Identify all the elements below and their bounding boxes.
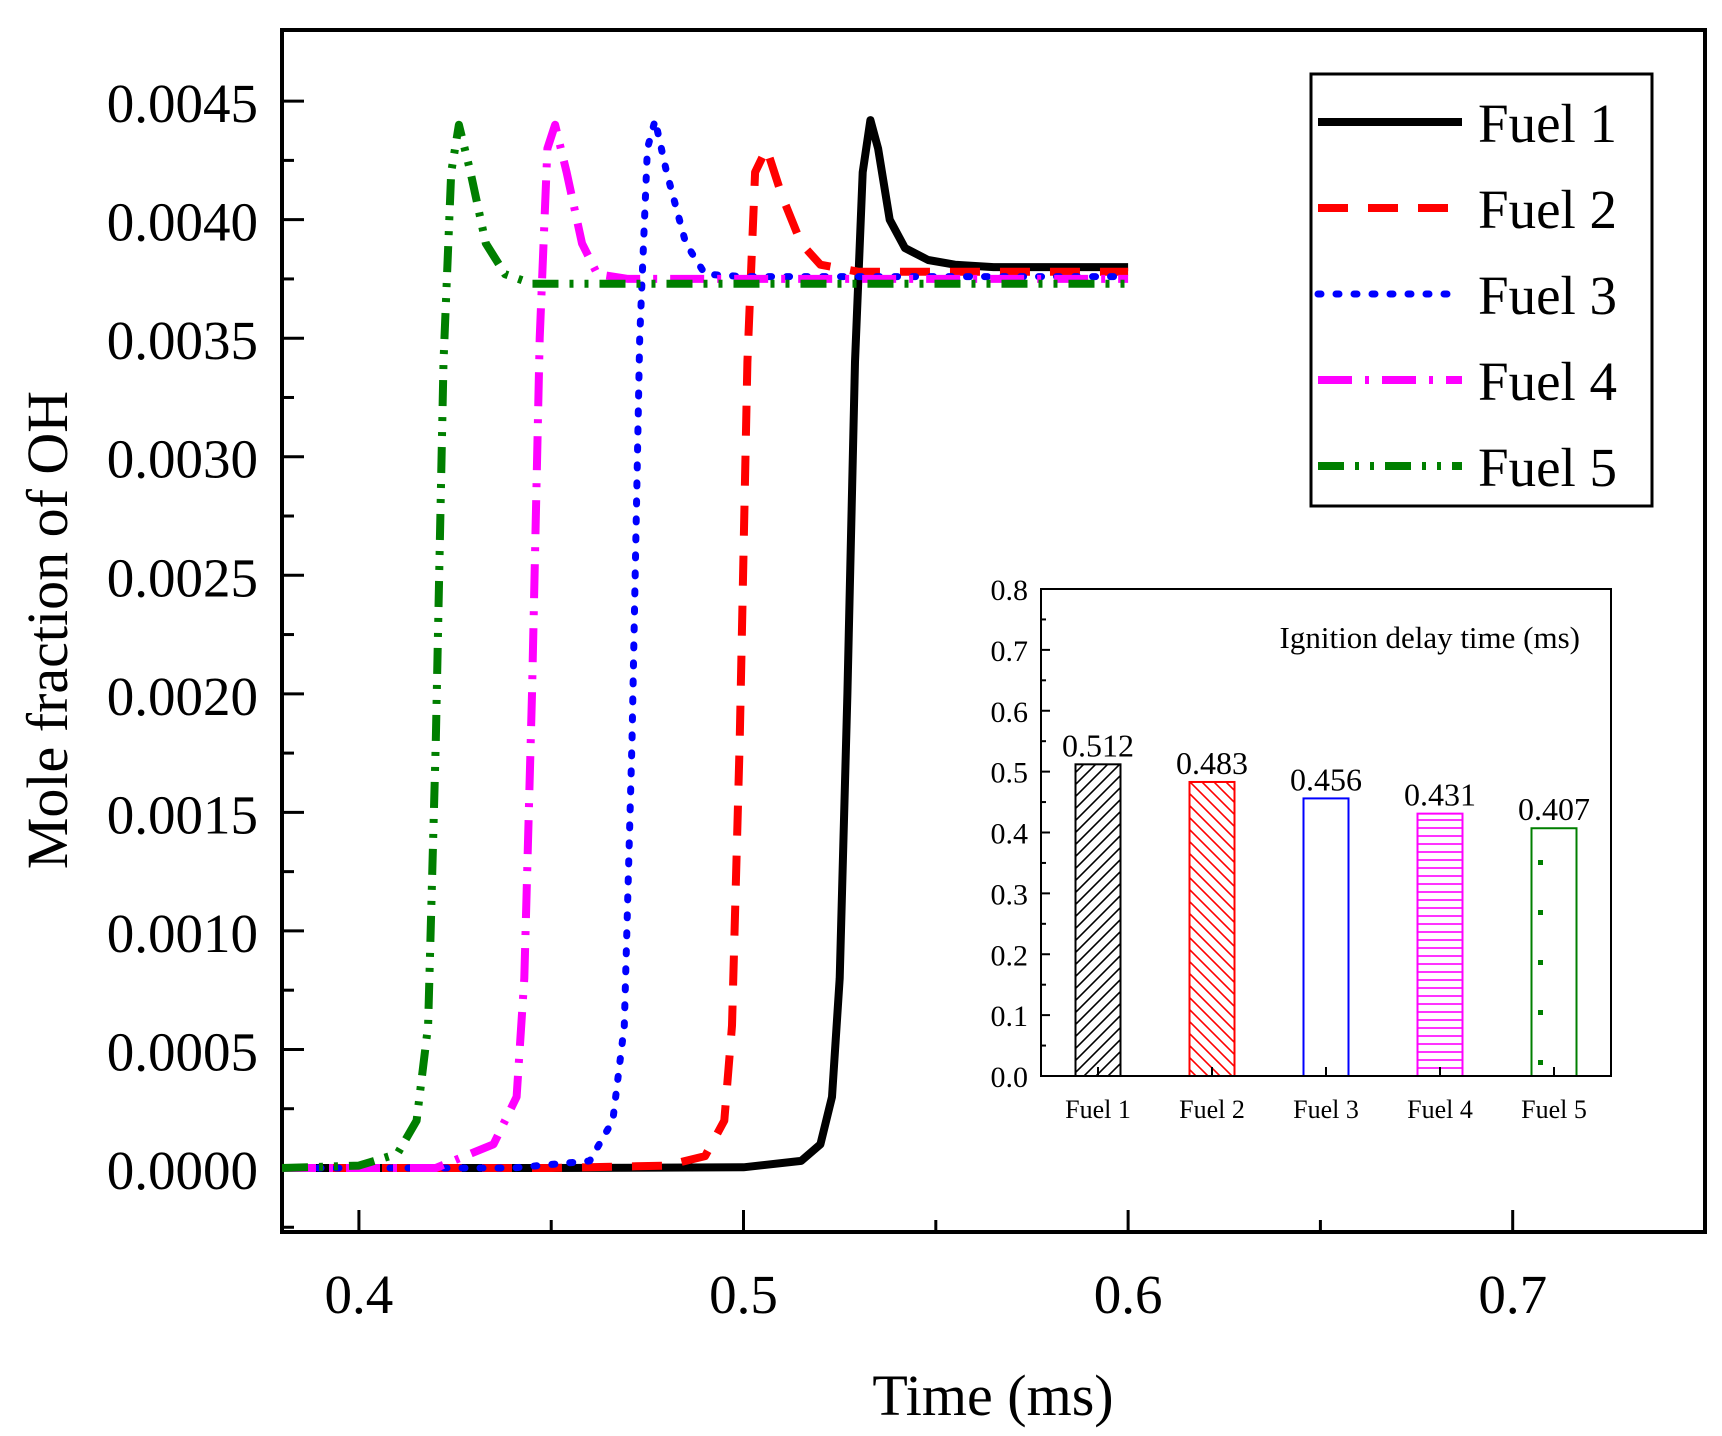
y-tick-label: 0.0025 xyxy=(107,547,258,608)
inset-y-tick-label: 0.1 xyxy=(991,1000,1029,1033)
inset-y-tick-label: 0.2 xyxy=(991,939,1029,972)
y-tick-label: 0.0015 xyxy=(107,784,258,845)
y-tick-label: 0.0035 xyxy=(107,310,258,371)
inset-bar-fuel-4 xyxy=(1416,812,1464,1077)
y-tick-labels: 0.0000 0.0005 0.0010 0.0015 0.0020 0.0025 0.00… xyxy=(107,73,258,1201)
inset-category-label: Fuel 1 xyxy=(1065,1095,1131,1124)
x-tick-labels: 0.4 0.5 0.6 0.7 xyxy=(325,1264,1548,1325)
series-line-fuel-4 xyxy=(282,120,1129,1172)
inset-tick-marks xyxy=(1041,588,1555,1077)
legend-label-fuel-2: Fuel 2 xyxy=(1478,179,1617,240)
legend-box xyxy=(1309,72,1654,508)
inset-y-tick-label: 0.0 xyxy=(991,1061,1029,1094)
inset-bars xyxy=(1074,763,1578,1078)
series-line-fuel-1 xyxy=(282,116,1129,1172)
inset-value-label: 0.483 xyxy=(1176,745,1248,781)
inset-bar-fuel-1 xyxy=(1074,763,1122,1077)
y-tick-label: 0.0040 xyxy=(107,192,258,253)
legend-label-fuel-3: Fuel 3 xyxy=(1478,265,1617,326)
inset-value-label: 0.431 xyxy=(1404,777,1476,813)
series-lines xyxy=(282,116,1132,1172)
series-line-fuel-3 xyxy=(282,116,1132,1172)
inset-value-label: 0.456 xyxy=(1290,761,1362,797)
x-tick-label: 0.7 xyxy=(1478,1264,1547,1325)
inset-value-labels: 0.512 0.483 0.456 0.431 0.407 xyxy=(1062,727,1590,827)
inset-value-label: 0.407 xyxy=(1518,791,1590,827)
y-axis-label: Mole fraction of OH xyxy=(15,391,80,869)
inset-bar-fuel-5 xyxy=(1530,827,1578,1078)
legend: Fuel 1 Fuel 2 Fuel 3 Fuel 4 Fuel 5 xyxy=(1309,72,1654,508)
y-tick-label: 0.0030 xyxy=(107,429,258,490)
inset-category-label: Fuel 2 xyxy=(1179,1095,1245,1124)
inset-y-tick-label: 0.3 xyxy=(991,878,1029,911)
y-tick-label: 0.0045 xyxy=(107,73,258,134)
inset-chart: 0.0 0.1 0.2 0.3 0.4 0.5 0.6 0.7 0.8 Fuel 1 Fuel 2… xyxy=(991,574,1612,1124)
y-tick-label: 0.0020 xyxy=(107,666,258,727)
legend-label-fuel-5: Fuel 5 xyxy=(1478,437,1617,498)
x-tick-label: 0.6 xyxy=(1094,1264,1163,1325)
main-chart: 0.00000.00050.00100.00150.00200.00250.00… xyxy=(15,28,1707,1428)
y-tick-label: 0.0000 xyxy=(107,1140,258,1201)
inset-y-tick-label: 0.4 xyxy=(991,818,1029,851)
inset-y-tick-labels: 0.0 0.1 0.2 0.3 0.4 0.5 0.6 0.7 0.8 xyxy=(991,574,1029,1094)
x-tick-label: 0.5 xyxy=(709,1264,778,1325)
series-line-fuel-2 xyxy=(282,144,1129,1172)
inset-y-tick-label: 0.7 xyxy=(991,635,1029,668)
x-tick-label: 0.4 xyxy=(325,1264,394,1325)
x-axis-label: Time (ms) xyxy=(872,1363,1113,1428)
tick-marks xyxy=(282,99,1515,1232)
inset-y-tick-label: 0.5 xyxy=(991,757,1029,790)
inset-category-label: Fuel 5 xyxy=(1521,1095,1587,1124)
legend-label-fuel-1: Fuel 1 xyxy=(1478,93,1617,154)
y-tick-label: 0.0005 xyxy=(107,1021,258,1082)
inset-value-label: 0.512 xyxy=(1062,727,1134,763)
inset-category-label: Fuel 3 xyxy=(1293,1095,1359,1124)
inset-category-label: Fuel 4 xyxy=(1407,1095,1473,1124)
inset-y-tick-label: 0.6 xyxy=(991,696,1029,729)
inset-title: Ignition delay time (ms) xyxy=(1280,620,1580,655)
inset-bar-fuel-2 xyxy=(1188,780,1236,1077)
inset-category-labels: Fuel 1 Fuel 2 Fuel 3 Fuel 4 Fuel 5 xyxy=(1065,1095,1587,1124)
inset-bar-fuel-3 xyxy=(1302,797,1350,1077)
plot-frame xyxy=(280,28,1707,1234)
inset-y-tick-label: 0.8 xyxy=(991,574,1029,607)
y-tick-label: 0.0010 xyxy=(107,903,258,964)
series-line-fuel-5 xyxy=(282,120,1129,1172)
legend-label-fuel-4: Fuel 4 xyxy=(1478,351,1617,412)
